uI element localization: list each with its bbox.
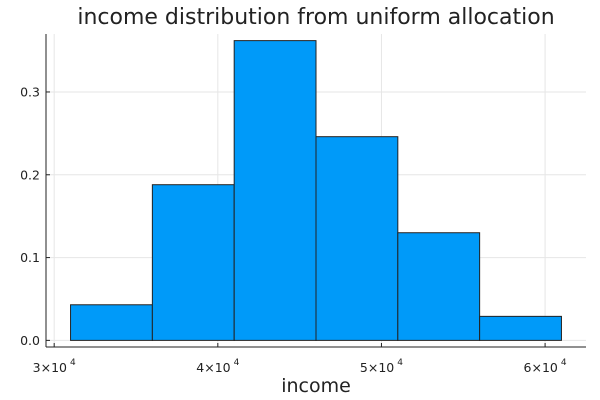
- x-tick-base-3: 6×10: [524, 360, 558, 375]
- chart-title: income distribution from uniform allocat…: [77, 5, 554, 30]
- x-tick-exponent-0: 4: [70, 358, 76, 368]
- histogram-bar-5: [479, 315, 562, 341]
- x-tick-label-2: 5×10 4: [360, 358, 403, 375]
- x-tick-labels: 3×10 4 4×10 4 5×10 4 6×10 4: [33, 343, 567, 375]
- y-tick-label-2: 0.2: [20, 167, 40, 182]
- x-tick-exponent-1: 4: [234, 358, 240, 368]
- histogram-bar-0: [70, 304, 153, 341]
- x-tick-base-0: 3×10: [33, 360, 67, 375]
- axes: [45, 34, 586, 348]
- histogram-bar-4: [397, 232, 481, 341]
- histogram-bar-2: [233, 40, 317, 341]
- y-tick-labels: 0.0 0.1 0.2 0.3: [20, 84, 50, 348]
- x-tick-label-0: 3×10 4: [33, 358, 76, 375]
- bars: [70, 40, 562, 341]
- x-tick-base-1: 4×10: [196, 360, 230, 375]
- x-tick-exponent-3: 4: [561, 358, 567, 368]
- y-tick-label-0: 0.0: [20, 333, 40, 348]
- histogram-bar-1: [151, 184, 235, 341]
- x-tick-exponent-2: 4: [397, 358, 403, 368]
- y-tick-label-3: 0.3: [20, 84, 40, 99]
- x-tick-label-1: 4×10 4: [196, 358, 239, 375]
- x-tick-label-3: 6×10 4: [524, 358, 567, 375]
- x-tick-base-2: 5×10: [360, 360, 394, 375]
- x-axis-label: income: [281, 375, 351, 397]
- histogram-bar-3: [315, 136, 399, 341]
- y-tick-label-1: 0.1: [20, 250, 40, 265]
